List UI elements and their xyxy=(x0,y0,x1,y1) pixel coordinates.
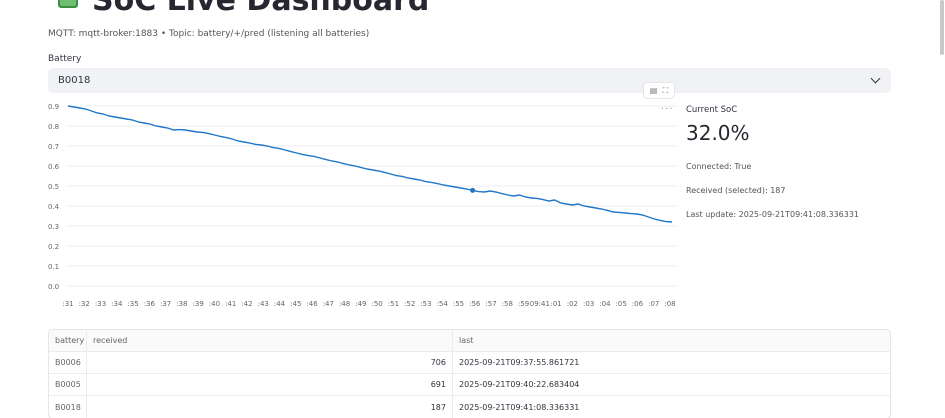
x-tick-label: :57 xyxy=(485,300,496,308)
cell-battery: B0018 xyxy=(49,396,87,418)
series-line xyxy=(67,105,673,223)
table-icon[interactable]: ▤ xyxy=(649,86,658,95)
table-row[interactable]: B0006 706 2025-09-21T09:37:55.861721 xyxy=(49,352,890,374)
x-tick-label: :44 xyxy=(274,300,286,308)
x-tick-label: :59 xyxy=(518,300,529,308)
x-tick-label: :51 xyxy=(388,300,399,308)
current-soc-metric: Current SoC 32.0% xyxy=(686,105,750,145)
table-row[interactable]: B0018 187 2025-09-21T09:41:08.336331 xyxy=(49,396,890,418)
column-header-battery[interactable]: battery xyxy=(49,330,87,351)
battery-select[interactable]: B0018 xyxy=(48,68,891,93)
x-tick-label: :01 xyxy=(550,300,561,308)
x-tick-label: :46 xyxy=(306,300,318,308)
y-tick-label: 0.8 xyxy=(48,123,59,131)
cell-battery: B0006 xyxy=(49,352,87,373)
x-tick-label: :45 xyxy=(290,300,301,308)
x-tick-label: :58 xyxy=(502,300,513,308)
y-tick-label: 0.7 xyxy=(48,143,59,151)
cell-received: 706 xyxy=(87,352,453,373)
page-subtitle: MQTT: mqtt-broker:1883 • Topic: battery/… xyxy=(48,29,370,39)
y-tick-label: 0.3 xyxy=(48,223,59,231)
x-tick-label: :53 xyxy=(420,300,431,308)
fullscreen-icon[interactable]: ⛶ xyxy=(662,85,669,95)
battery-select-label: Battery xyxy=(48,54,82,64)
y-tick-label: 0.1 xyxy=(48,263,59,271)
page-header: SoC Live Dashboard xyxy=(48,0,430,18)
x-tick-label: :07 xyxy=(648,300,659,308)
connection-status: Connected: True xyxy=(686,162,752,171)
x-tick-label: :49 xyxy=(355,300,366,308)
battery-table: battery received last B0006 706 2025-09-… xyxy=(48,329,891,418)
chevron-down-icon[interactable] xyxy=(870,73,881,84)
table-header-row: battery received last xyxy=(49,330,890,352)
x-tick-label: :48 xyxy=(339,300,350,308)
x-tick-label: :39 xyxy=(193,300,204,308)
x-tick-label: :03 xyxy=(583,300,594,308)
table-row[interactable]: B0005 691 2025-09-21T09:40:22.683404 xyxy=(49,374,890,396)
x-tick-label: :08 xyxy=(664,300,675,308)
x-tick-label: :37 xyxy=(160,300,171,308)
y-tick-label: 0.4 xyxy=(48,203,60,211)
current-soc-value: 32.0% xyxy=(686,121,750,145)
x-tick-label: :02 xyxy=(567,300,578,308)
battery-select-value: B0018 xyxy=(58,75,91,86)
x-tick-label: :06 xyxy=(632,300,644,308)
x-tick-label: :52 xyxy=(404,300,415,308)
x-tick-label: :42 xyxy=(241,300,252,308)
cell-last: 2025-09-21T09:37:55.861721 xyxy=(459,358,580,367)
soc-line-chart: 0.0 0.1 0.2 0.3 0.4 0.5 0.6 0.7 0.8 0.9 :31 :32 :33:… xyxy=(48,103,676,308)
x-tick-label: :32 xyxy=(79,300,90,308)
x-tick-label: :36 xyxy=(144,300,156,308)
x-tick-label: :34 xyxy=(111,300,123,308)
x-tick-label: :55 xyxy=(453,300,464,308)
cell-received: 691 xyxy=(87,374,453,395)
x-tick-label: :43 xyxy=(258,300,269,308)
cell-battery: B0005 xyxy=(49,374,87,395)
more-icon[interactable]: ··· xyxy=(661,104,674,115)
y-tick-label: 0.6 xyxy=(48,163,60,171)
column-header-last[interactable]: last xyxy=(459,336,474,345)
x-tick-label: :31 xyxy=(62,300,73,308)
x-tick-label: :38 xyxy=(176,300,187,308)
x-tick-label: :47 xyxy=(323,300,334,308)
y-tick-label: 0.2 xyxy=(48,243,59,251)
x-tick-label: :04 xyxy=(599,300,611,308)
column-header-received[interactable]: received xyxy=(87,330,453,351)
cell-received: 187 xyxy=(87,396,453,418)
x-tick-label: :54 xyxy=(437,300,449,308)
chart-toolbar: ▤ ⛶ xyxy=(643,82,675,99)
x-tick-label: :40 xyxy=(209,300,220,308)
y-tick-label: 0.9 xyxy=(48,103,59,111)
x-tick-label: :05 xyxy=(616,300,627,308)
received-count: Received (selected): 187 xyxy=(686,186,786,195)
last-update: Last update: 2025-09-21T09:41:08.336331 xyxy=(686,210,860,219)
page-title: SoC Live Dashboard xyxy=(92,0,430,18)
cell-last: 2025-09-21T09:41:08.336331 xyxy=(459,402,580,412)
current-soc-label: Current SoC xyxy=(686,105,738,115)
x-tick-label: :56 xyxy=(469,300,481,308)
y-tick-label: 0.5 xyxy=(48,183,59,191)
cell-last: 2025-09-21T09:40:22.683404 xyxy=(459,380,580,389)
y-tick-label: 0.0 xyxy=(48,283,59,291)
x-tick-label: :50 xyxy=(372,300,383,308)
x-tick-label: :33 xyxy=(95,300,106,308)
x-tick-label: :41 xyxy=(225,300,236,308)
x-tick-label: :35 xyxy=(127,300,138,308)
x-tick-label: 09:41 xyxy=(530,300,550,308)
page-scrollbar[interactable] xyxy=(940,0,944,55)
battery-icon xyxy=(58,0,78,8)
hover-point[interactable] xyxy=(470,187,476,193)
